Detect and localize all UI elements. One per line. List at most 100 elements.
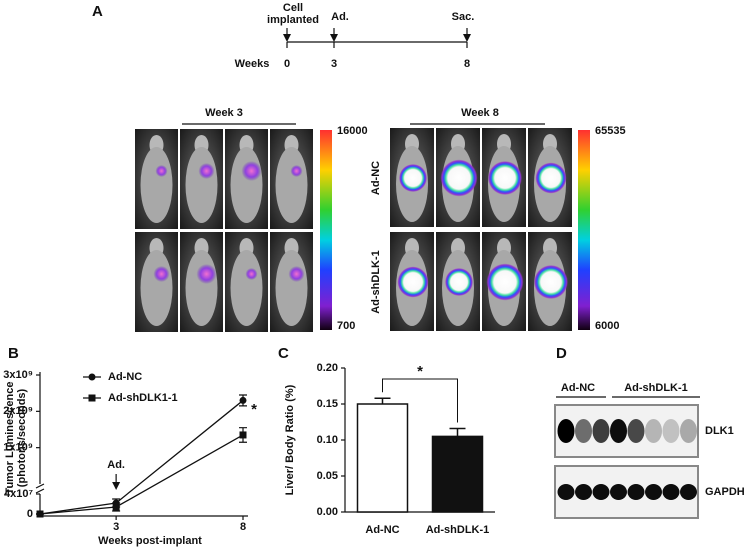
y-tick-label: 0: [27, 508, 33, 520]
y-tick-label: 0.15: [317, 398, 338, 410]
annotation-arrowhead: [112, 482, 121, 490]
group-label: Ad-shDLK-1: [624, 382, 688, 394]
blot-band: [645, 484, 662, 500]
blot-band: [575, 419, 592, 443]
point: [239, 431, 247, 439]
y-tick-label: 0.05: [317, 470, 338, 482]
scale-max: 16000: [337, 125, 368, 137]
signal: [241, 161, 262, 181]
timeline-axis-label: Weeks: [235, 58, 270, 70]
y-tick-label: 4x10⁷: [4, 488, 33, 500]
significance: *: [417, 363, 423, 380]
color-scale-bar: [578, 130, 590, 330]
point: [112, 503, 120, 511]
annotation: Ad.: [107, 459, 125, 471]
blot-band: [680, 484, 697, 500]
point: [239, 396, 247, 404]
axis-break: [35, 488, 45, 494]
y-axis-title: (photons/seconds): [16, 388, 28, 487]
bar: [356, 403, 409, 513]
signal: [288, 266, 305, 282]
x-axis-title: Weeks post-implant: [98, 535, 202, 547]
event-label: Ad.: [331, 11, 349, 23]
event-label: Sac.: [452, 11, 475, 23]
imaging-title: Week 3: [205, 107, 243, 119]
series-line: [39, 434, 244, 515]
panel-letter: B: [8, 345, 19, 362]
signal: [440, 159, 478, 197]
band-label: DLK1: [705, 425, 734, 437]
event-arrowhead: [283, 34, 291, 42]
blot-band: [610, 484, 627, 500]
blot-band: [680, 419, 697, 443]
legend-label: Ad-NC: [108, 371, 142, 383]
error-bar: [374, 397, 391, 404]
panel-letter: D: [556, 345, 567, 362]
mouse-body: [275, 147, 308, 223]
y-axis-title: Tumor Luminescence: [4, 382, 16, 495]
blot-band: [662, 484, 680, 500]
row-label: Ad-shDLK-1: [370, 250, 382, 314]
y-tick-label: 0.20: [317, 362, 338, 374]
scale-min: 700: [337, 320, 355, 332]
signal: [245, 268, 258, 280]
panel-letter: A: [92, 3, 103, 20]
signal: [534, 265, 568, 299]
blot-band: [592, 484, 610, 500]
signal: [290, 165, 303, 177]
error-bar: [449, 427, 466, 437]
color-scale-bar: [320, 130, 332, 330]
scale-min: 6000: [595, 320, 619, 332]
event-arrowhead: [330, 34, 338, 42]
imaging-title: Week 8: [461, 107, 499, 119]
mouse-body: [140, 147, 173, 223]
scale-max: 65535: [595, 125, 626, 137]
signal: [196, 264, 217, 284]
x-tick-label: Ad-shDLK-1: [426, 524, 490, 536]
point: [88, 373, 96, 381]
signal: [198, 163, 215, 179]
signal: [397, 266, 429, 298]
timeline-tick-label: 3: [331, 58, 337, 70]
y-tick-label: 0.10: [317, 434, 338, 446]
blot-band: [557, 484, 575, 500]
y-tick-label: 3x10⁹: [3, 369, 33, 381]
band-label: GAPDH: [705, 486, 745, 498]
blot-band: [592, 419, 610, 443]
legend-label: Ad-shDLK1-1: [108, 392, 178, 404]
series-line: [39, 399, 244, 515]
mouse-body: [275, 250, 308, 326]
blot-band: [627, 484, 645, 500]
event-arrowhead: [463, 34, 471, 42]
signal: [155, 165, 168, 177]
panel-letter: C: [278, 345, 289, 362]
timeline-tick-label: 0: [284, 58, 290, 70]
signal: [399, 164, 427, 192]
significance: *: [251, 401, 257, 418]
mouse-body: [230, 147, 263, 223]
y-tick-label: 0.00: [317, 506, 338, 518]
signal: [488, 161, 522, 195]
mouse-body: [185, 250, 218, 326]
signal: [486, 263, 524, 301]
mouse-body: [140, 250, 173, 326]
significance-bracket: [382, 378, 458, 423]
group-label: Ad-NC: [561, 382, 595, 394]
point: [36, 510, 44, 518]
blot-band: [645, 419, 662, 443]
y-tick-label: 2x10⁹: [3, 405, 33, 417]
mouse-body: [230, 250, 263, 326]
event-label: implanted: [267, 14, 319, 26]
signal: [153, 266, 170, 282]
x-tick-label: Ad-NC: [365, 524, 399, 536]
blot-band: [662, 419, 680, 443]
x-tick-label: 8: [240, 521, 246, 533]
signal: [535, 162, 567, 194]
signal: [445, 268, 473, 296]
axis-break: [35, 483, 45, 489]
blot-band: [610, 419, 627, 443]
y-axis-title: Liver/ Body Ratio (%): [284, 384, 296, 495]
bar: [431, 435, 484, 513]
blot-band: [627, 419, 645, 443]
